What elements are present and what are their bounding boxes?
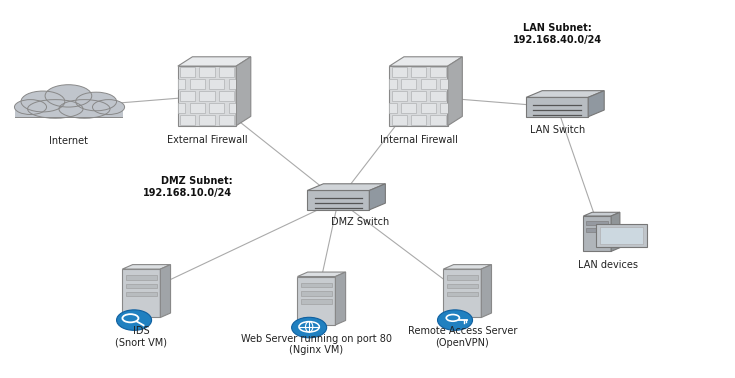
Text: IDS
(Snort VM): IDS (Snort VM) — [115, 326, 168, 348]
Ellipse shape — [15, 100, 46, 115]
Polygon shape — [481, 265, 492, 318]
Bar — [420, 103, 436, 113]
Polygon shape — [584, 216, 611, 251]
Bar — [180, 115, 195, 125]
Bar — [392, 67, 406, 77]
Polygon shape — [526, 91, 604, 98]
Text: External Firewall: External Firewall — [167, 135, 248, 145]
Bar — [401, 79, 416, 89]
Bar — [587, 221, 609, 225]
Bar — [431, 115, 445, 125]
Ellipse shape — [28, 100, 83, 118]
Ellipse shape — [76, 92, 117, 111]
Bar — [199, 67, 215, 77]
Text: DMZ Subnet:
192.168.10.0/24: DMZ Subnet: 192.168.10.0/24 — [143, 177, 232, 198]
Bar — [190, 103, 205, 113]
Bar — [199, 115, 215, 125]
Text: LAN devices: LAN devices — [578, 260, 638, 270]
Polygon shape — [236, 57, 251, 125]
Bar — [301, 283, 331, 287]
Bar — [411, 91, 426, 101]
Bar — [392, 115, 406, 125]
Polygon shape — [390, 66, 448, 125]
Bar — [420, 79, 436, 89]
Polygon shape — [123, 265, 171, 269]
Bar — [390, 79, 397, 89]
Bar — [229, 79, 236, 89]
Polygon shape — [298, 277, 335, 325]
Bar — [447, 292, 478, 296]
Bar — [411, 115, 426, 125]
Bar — [126, 284, 157, 288]
Bar — [440, 79, 448, 89]
Bar — [596, 225, 647, 247]
Polygon shape — [298, 272, 345, 277]
Polygon shape — [307, 184, 385, 191]
Bar — [301, 291, 331, 296]
Bar — [229, 103, 236, 113]
Bar — [390, 103, 397, 113]
Polygon shape — [390, 57, 462, 66]
Polygon shape — [443, 269, 481, 318]
Bar — [178, 103, 185, 113]
Bar — [126, 276, 157, 280]
Text: Remote Access Server
(OpenVPN): Remote Access Server (OpenVPN) — [408, 326, 517, 348]
Bar — [600, 227, 642, 245]
Bar — [126, 292, 157, 296]
Bar — [431, 67, 445, 77]
Ellipse shape — [93, 100, 125, 115]
Polygon shape — [307, 191, 369, 210]
Circle shape — [447, 310, 454, 314]
Polygon shape — [335, 272, 345, 325]
Text: LAN Subnet:
192.168.40.0/24: LAN Subnet: 192.168.40.0/24 — [512, 23, 602, 45]
Polygon shape — [526, 98, 588, 117]
Bar — [219, 115, 234, 125]
Bar — [431, 91, 445, 101]
Bar — [180, 67, 195, 77]
Bar — [178, 79, 185, 89]
Bar — [199, 91, 215, 101]
Polygon shape — [369, 184, 385, 210]
Ellipse shape — [45, 85, 92, 107]
Polygon shape — [443, 265, 492, 269]
Ellipse shape — [117, 310, 151, 330]
Bar — [219, 67, 234, 77]
Bar — [219, 91, 234, 101]
Ellipse shape — [59, 100, 110, 118]
Bar — [401, 103, 416, 113]
Bar — [411, 67, 426, 77]
Text: Internal Firewall: Internal Firewall — [379, 135, 457, 145]
Circle shape — [301, 318, 309, 322]
Bar — [301, 299, 331, 304]
Polygon shape — [448, 57, 462, 125]
Text: LAN Switch: LAN Switch — [529, 125, 585, 135]
Bar — [447, 276, 478, 280]
Ellipse shape — [21, 91, 65, 112]
Polygon shape — [160, 265, 171, 318]
Text: DMZ Switch: DMZ Switch — [331, 217, 390, 226]
Polygon shape — [584, 212, 620, 216]
Text: Internet: Internet — [49, 136, 88, 146]
Bar — [447, 284, 478, 288]
Ellipse shape — [437, 310, 473, 330]
Bar — [209, 103, 224, 113]
Bar — [392, 91, 406, 101]
Bar — [180, 91, 195, 101]
Bar — [190, 79, 205, 89]
Polygon shape — [178, 66, 236, 125]
Ellipse shape — [292, 317, 326, 338]
Bar — [440, 103, 448, 113]
Polygon shape — [588, 91, 604, 117]
Text: Web Server running on port 80
(Nginx VM): Web Server running on port 80 (Nginx VM) — [241, 333, 392, 355]
Bar — [587, 228, 609, 232]
Bar — [209, 79, 224, 89]
Polygon shape — [178, 57, 251, 66]
Polygon shape — [611, 212, 620, 251]
Bar — [15, 105, 123, 118]
Circle shape — [126, 310, 133, 314]
Polygon shape — [123, 269, 160, 318]
